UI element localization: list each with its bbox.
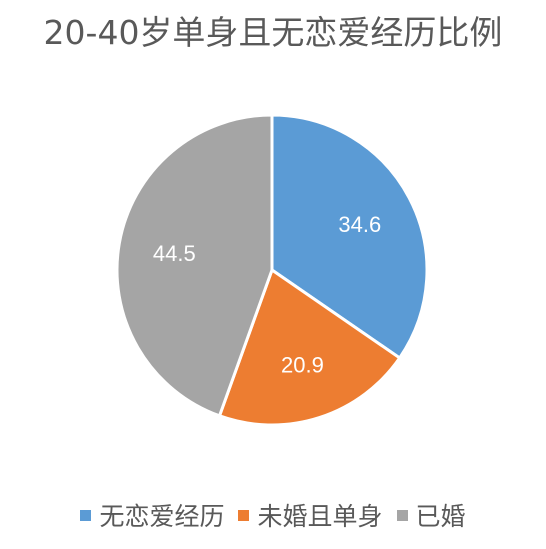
slice-label-no-romance: 34.6 (338, 212, 381, 237)
legend-swatch (80, 509, 92, 521)
slice-unmarried-single (217, 268, 402, 427)
slice-no-romance (270, 113, 429, 360)
slice-married (115, 113, 274, 418)
legend-item-no-romance: 无恋爱经历 (80, 497, 224, 533)
legend-swatch (396, 509, 408, 521)
legend-item-married: 已婚 (396, 497, 466, 533)
slice-label-married: 44.5 (153, 241, 196, 266)
legend-label: 无恋爱经历 (99, 502, 225, 531)
slice-label-unmarried-single: 20.9 (281, 352, 324, 377)
legend-label: 已婚 (415, 502, 466, 531)
legend: 无恋爱经历 未婚且单身 已婚 (0, 497, 546, 533)
chart-title: 20-40岁单身且无恋爱经历比例 (43, 13, 503, 52)
legend-item-unmarried-single: 未婚且单身 (238, 497, 383, 533)
legend-swatch (238, 509, 250, 521)
legend-label: 未婚且单身 (257, 502, 383, 531)
